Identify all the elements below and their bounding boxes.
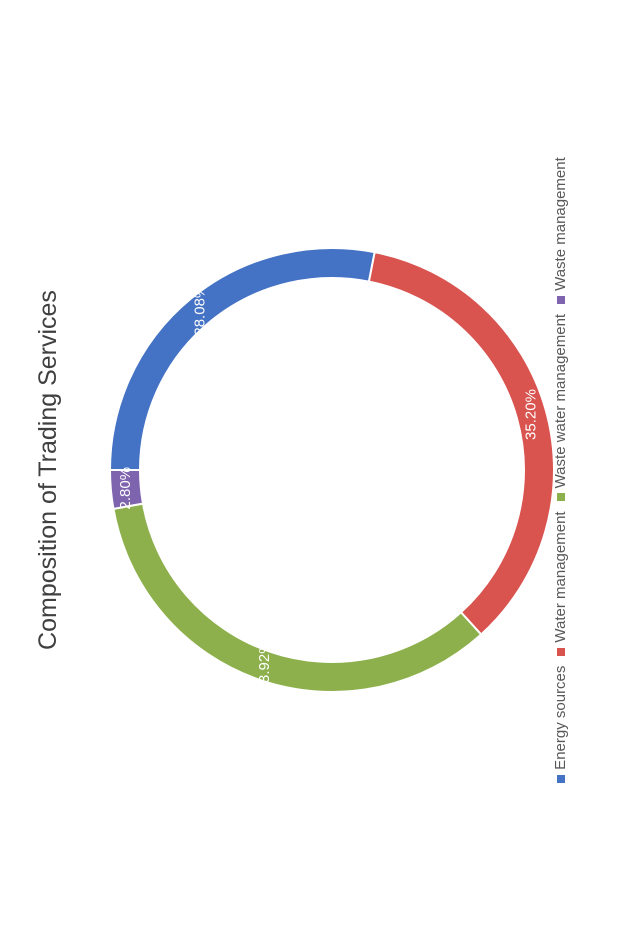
legend-label: Waste management bbox=[552, 157, 569, 291]
legend-label: Water management bbox=[552, 511, 569, 643]
legend-swatch bbox=[556, 774, 565, 783]
slice-label-waste-water-management: 33.92% bbox=[256, 640, 273, 691]
slice-labels: 28.08% 35.20% 33.92% 2.80% bbox=[117, 285, 540, 692]
slice-waste-water-management bbox=[112, 502, 483, 693]
legend-label: Energy sources bbox=[552, 665, 569, 770]
donut-slices bbox=[108, 247, 555, 693]
legend-swatch bbox=[556, 295, 565, 304]
slice-label-water-management: 35.20% bbox=[522, 389, 539, 440]
legend-item-waste-water-management: Waste water management bbox=[552, 314, 569, 502]
slice-energy-sources bbox=[108, 247, 376, 471]
legend-swatch bbox=[556, 493, 565, 502]
legend-item-energy-sources: Energy sources bbox=[552, 666, 569, 783]
slice-label-energy-sources: 28.08% bbox=[191, 285, 208, 336]
slice-label-waste-management: 2.80% bbox=[117, 467, 134, 510]
legend-label: Waste water management bbox=[552, 313, 569, 489]
slice-water-management bbox=[367, 250, 555, 636]
legend-item-water-management: Water management bbox=[552, 511, 569, 656]
slice-waste-management bbox=[108, 469, 145, 511]
legend-swatch bbox=[556, 647, 565, 656]
legend-item-waste-management: Waste management bbox=[552, 157, 569, 304]
legend: Energy sources Water management Waste wa… bbox=[552, 0, 569, 940]
